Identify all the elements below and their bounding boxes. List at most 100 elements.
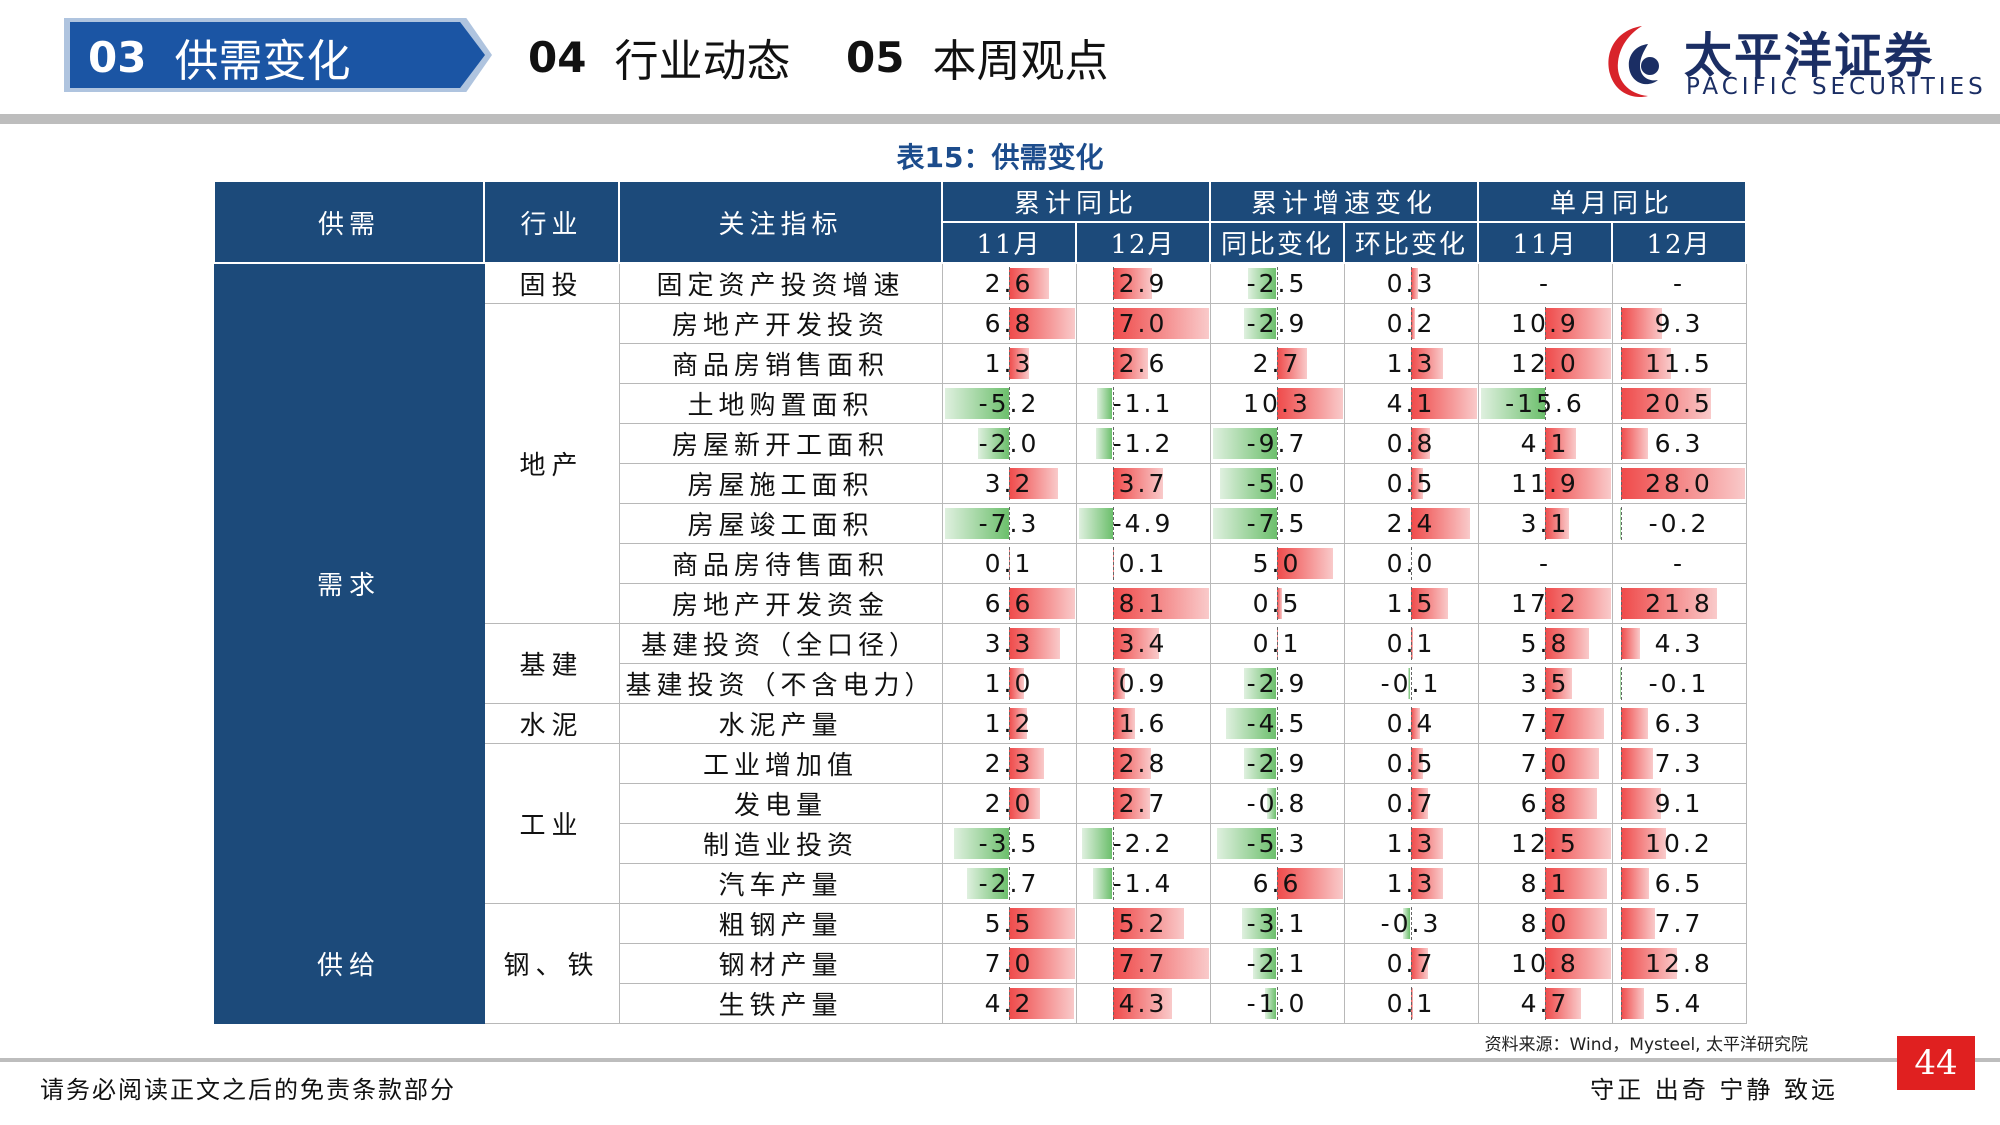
value-text: 2.7 [1118,788,1168,818]
nav-tab-industry-news[interactable]: 04 行业动态 [528,28,790,88]
table-row: 基建投资（不含电力） 1.0 0.9 -2.9 -0.1 3.5 -0.1 [214,663,1747,704]
value-text: 6.3 [1654,428,1704,458]
bar-axis [1276,467,1278,500]
data-bar [1620,428,1649,459]
value-text: 4.1 [1520,428,1570,458]
value-text: -0.1 [1648,668,1710,698]
value-cell: 1.5 [1343,583,1479,624]
header-monthly-yoy: 单月同比 [1477,180,1747,223]
bar-axis [1112,627,1114,660]
data-bar [1112,708,1135,739]
value-cell: 6.5 [1611,863,1747,904]
value-text: 11.9 [1511,468,1579,498]
nav-tab-label: 供需变化 [174,36,351,87]
value-text: - [1672,268,1686,298]
nav-tab-supply-demand[interactable]: 03 供需变化 [88,28,351,88]
value-text: -2.0 [978,428,1040,458]
data-bar [1410,868,1443,899]
bar-axis [1410,947,1412,980]
value-cell: 6.3 [1611,423,1747,464]
value-text: 6.6 [1252,868,1302,898]
company-motto: 守正 出奇 宁静 致远 [1590,1076,1838,1104]
value-cell: - [1611,543,1747,584]
value-cell: 6.8 [1477,783,1613,824]
table-row: 房屋新开工面积 -2.0 -1.2 -9.7 0.8 4.1 6.3 [214,423,1747,464]
data-bar [1544,908,1607,939]
value-text: 0.1 [1386,988,1436,1018]
value-text: 0.5 [1386,748,1436,778]
data-bar [1410,588,1448,619]
bar-axis [1620,627,1622,660]
bar-axis [1112,947,1114,980]
bar-axis [1112,587,1114,620]
value-text: 2.9 [1118,268,1168,298]
bar-axis [1410,907,1412,940]
value-text: 0.7 [1386,788,1436,818]
indicator-cell: 粗钢产量 [618,903,943,944]
bar-axis [1544,587,1546,620]
header-divider [0,114,2000,124]
value-cell: 1.0 [941,663,1077,704]
value-text: 4.3 [1654,628,1704,658]
data-bar [1544,428,1577,459]
value-text: 1.6 [1118,708,1168,738]
bar-axis [1276,347,1278,380]
value-text: 1.2 [984,708,1034,738]
value-cell: -0.2 [1611,503,1747,544]
value-cell: 2.7 [1209,343,1345,384]
value-cell: -1.2 [1075,423,1211,464]
bar-axis [1008,387,1010,420]
bar-axis [1008,347,1010,380]
bar-axis [1620,387,1622,420]
table-row: 发电量 2.0 2.7 -0.8 0.7 6.8 9.1 [214,783,1747,824]
data-bar [1544,508,1569,539]
value-cell: -2.9 [1209,743,1345,784]
value-text: 9.1 [1654,788,1704,818]
subheader-cell: 11月 [1477,221,1613,264]
data-bar [1097,388,1113,419]
value-cell: 0.4 [1343,703,1479,744]
value-cell: 12.0 [1477,343,1613,384]
bar-axis [1620,907,1622,940]
data-bar [1095,428,1113,459]
bar-axis [1620,427,1622,460]
value-text: 2.0 [984,788,1034,818]
bar-axis [1276,907,1278,940]
bar-axis [1544,827,1546,860]
value-cell: 1.3 [1343,863,1479,904]
bar-axis [1112,747,1114,780]
value-text: 6.3 [1654,708,1704,738]
data-bar [1620,588,1718,619]
value-cell: 4.3 [1075,983,1211,1024]
data-bar [1620,748,1653,779]
value-text: 0.0 [1386,548,1436,578]
indicator-cell: 汽车产量 [618,863,943,904]
indicator-cell: 生铁产量 [618,983,943,1024]
indicator-cell: 制造业投资 [618,823,943,864]
data-bar [1620,708,1649,739]
value-cell: 0.7 [1343,783,1479,824]
header-cumulative-growth-change: 累计增速变化 [1209,180,1479,223]
value-text: 6.6 [984,588,1034,618]
value-cell: 7.0 [1075,303,1211,344]
data-bar [1008,708,1028,739]
nav-tab-weekly-view[interactable]: 05 本周观点 [846,28,1108,88]
indicator-cell: 水泥产量 [618,703,943,744]
bar-axis [1410,427,1412,460]
indicator-cell: 固定资产投资增速 [618,262,943,304]
bar-axis [1544,707,1546,740]
value-text: - [1672,548,1686,578]
value-cell: 0.5 [1343,463,1479,504]
value-cell: -2.1 [1209,943,1345,984]
data-bar [1620,788,1661,819]
data-bar [1252,948,1277,979]
data-source: 资料来源：Wind，Mysteel, 太平洋研究院 [1484,1035,1808,1055]
data-bar [1243,308,1277,339]
nav-active-tab-bg[interactable] [70,22,485,88]
value-cell: 5.2 [1075,903,1211,944]
bar-axis [1276,307,1278,340]
bar-axis [1544,787,1546,820]
value-text: 3.1 [1520,508,1570,538]
value-text: -1.1 [1112,388,1174,418]
table-row: 基建 基建投资（全口径） 3.3 3.4 0.1 0.1 5.8 4.3 [214,623,1747,704]
